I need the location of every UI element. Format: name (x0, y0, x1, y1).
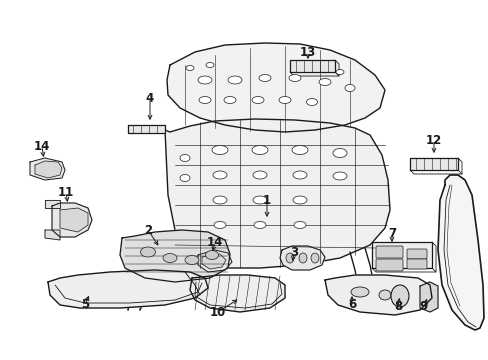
Ellipse shape (259, 75, 270, 81)
Text: 14: 14 (34, 140, 50, 153)
Ellipse shape (140, 247, 155, 257)
Polygon shape (437, 175, 483, 330)
Ellipse shape (332, 149, 346, 158)
Ellipse shape (378, 290, 390, 300)
Polygon shape (325, 275, 431, 315)
Ellipse shape (227, 76, 242, 84)
Polygon shape (371, 242, 431, 268)
Polygon shape (45, 200, 60, 208)
Ellipse shape (285, 253, 293, 263)
Ellipse shape (335, 69, 343, 75)
Text: 3: 3 (289, 247, 298, 260)
Ellipse shape (298, 253, 306, 263)
Ellipse shape (350, 287, 368, 297)
Polygon shape (52, 203, 92, 237)
Ellipse shape (318, 78, 330, 86)
Ellipse shape (332, 172, 346, 180)
Ellipse shape (213, 171, 226, 179)
Ellipse shape (252, 196, 266, 204)
FancyBboxPatch shape (375, 259, 402, 271)
Polygon shape (35, 161, 62, 178)
Ellipse shape (310, 253, 318, 263)
Ellipse shape (198, 76, 212, 84)
Text: 4: 4 (145, 91, 154, 104)
Ellipse shape (288, 75, 301, 81)
Polygon shape (120, 230, 229, 282)
Ellipse shape (251, 96, 264, 104)
Text: 2: 2 (143, 224, 152, 237)
Text: 13: 13 (299, 45, 315, 59)
Text: 5: 5 (81, 298, 89, 311)
Text: 14: 14 (206, 235, 223, 248)
Ellipse shape (212, 145, 227, 154)
FancyBboxPatch shape (406, 249, 426, 259)
Ellipse shape (292, 171, 306, 179)
Polygon shape (280, 246, 325, 270)
Ellipse shape (180, 154, 190, 162)
Text: 12: 12 (425, 134, 441, 147)
Ellipse shape (214, 221, 225, 229)
Ellipse shape (185, 66, 194, 71)
Ellipse shape (205, 251, 218, 260)
Ellipse shape (205, 63, 214, 68)
Polygon shape (45, 230, 60, 240)
Ellipse shape (292, 196, 306, 204)
Text: 6: 6 (347, 298, 355, 311)
Polygon shape (167, 43, 384, 132)
Polygon shape (48, 270, 207, 308)
Polygon shape (409, 158, 457, 170)
FancyBboxPatch shape (406, 259, 426, 269)
Ellipse shape (253, 221, 265, 229)
FancyBboxPatch shape (375, 246, 402, 258)
Ellipse shape (293, 221, 305, 229)
Polygon shape (128, 125, 164, 133)
Ellipse shape (345, 85, 354, 91)
Polygon shape (289, 60, 334, 72)
Ellipse shape (199, 96, 210, 104)
Ellipse shape (252, 171, 266, 179)
Ellipse shape (279, 96, 290, 104)
Polygon shape (198, 250, 231, 272)
Text: 7: 7 (387, 226, 395, 239)
Text: 11: 11 (58, 185, 74, 198)
Ellipse shape (390, 285, 408, 307)
Ellipse shape (306, 99, 317, 105)
Ellipse shape (180, 175, 190, 181)
Ellipse shape (291, 145, 307, 154)
Text: 1: 1 (263, 194, 270, 207)
Polygon shape (164, 119, 389, 268)
Ellipse shape (224, 96, 236, 104)
Ellipse shape (251, 145, 267, 154)
Ellipse shape (184, 256, 199, 265)
Polygon shape (30, 158, 65, 180)
Ellipse shape (213, 196, 226, 204)
Text: 10: 10 (209, 306, 225, 319)
Polygon shape (202, 254, 225, 269)
Text: 8: 8 (393, 301, 401, 314)
Ellipse shape (163, 253, 177, 262)
Polygon shape (60, 208, 88, 232)
Text: 9: 9 (419, 301, 427, 314)
Polygon shape (419, 282, 437, 312)
Polygon shape (190, 275, 285, 312)
